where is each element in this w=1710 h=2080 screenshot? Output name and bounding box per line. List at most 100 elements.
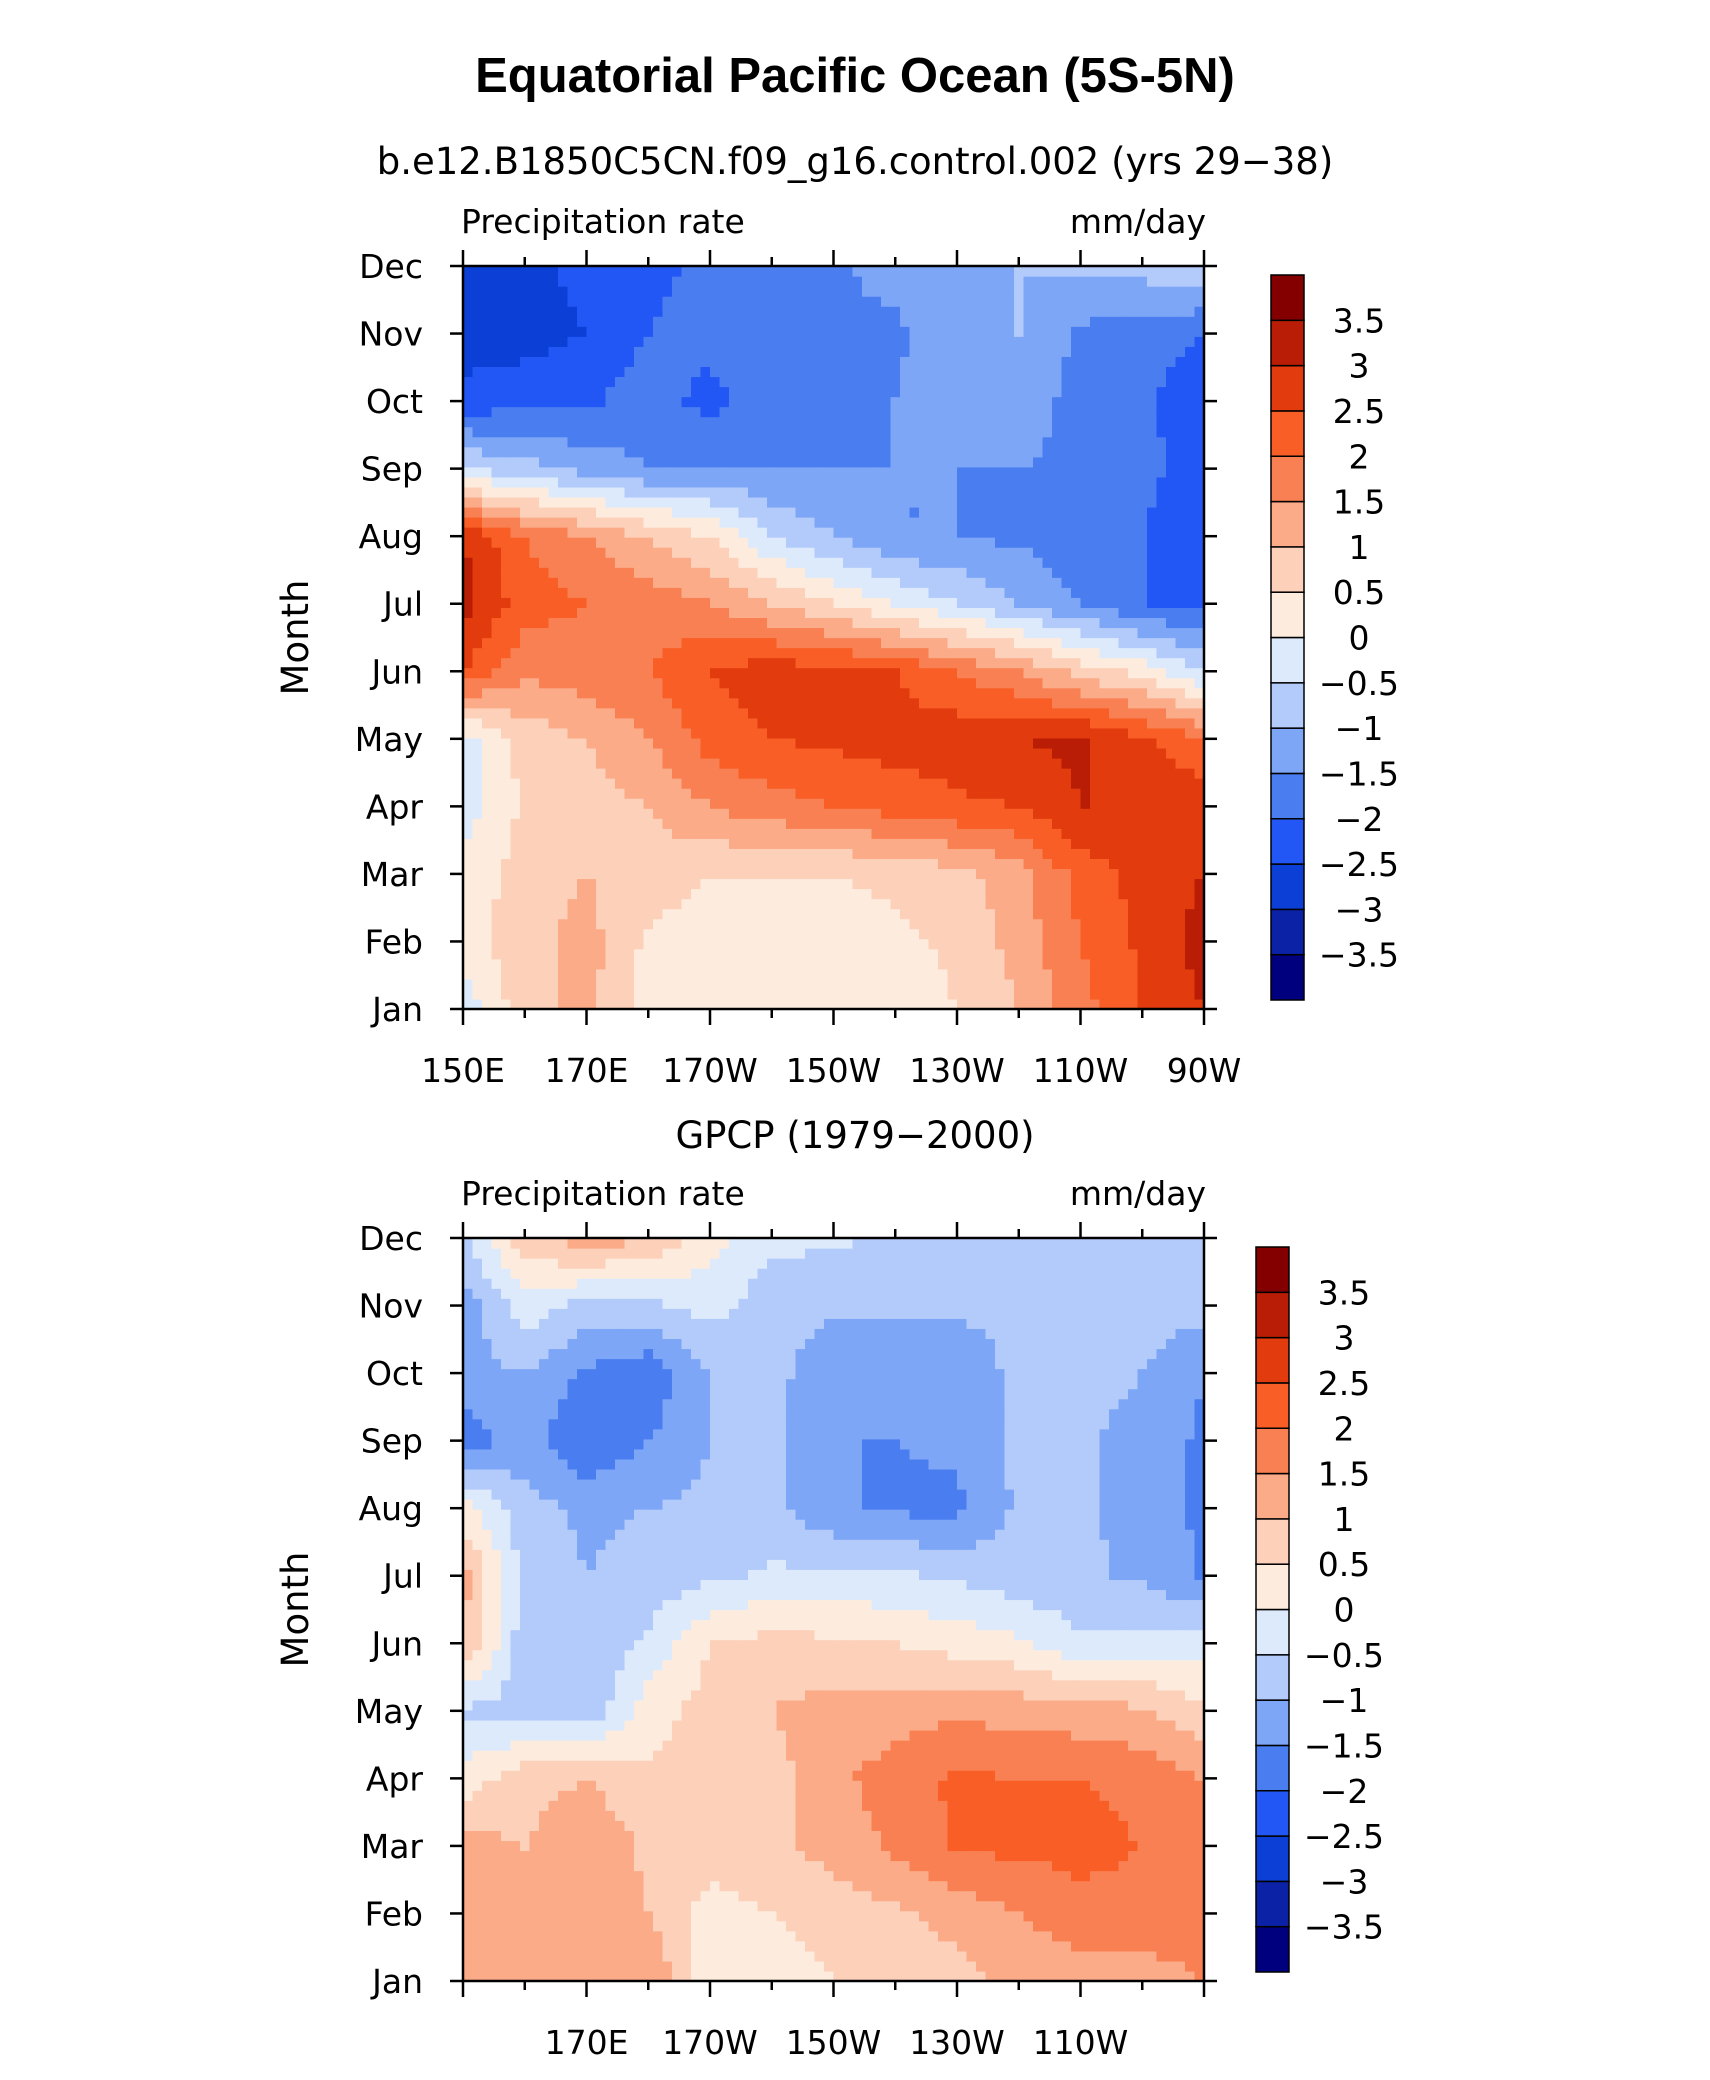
heatmap-cell bbox=[767, 938, 778, 950]
heatmap-cell bbox=[1052, 406, 1063, 418]
heatmap-cell bbox=[1080, 928, 1091, 940]
heatmap-cell bbox=[947, 768, 958, 779]
heatmap-cell bbox=[653, 757, 664, 769]
heatmap-cell bbox=[890, 547, 901, 558]
heatmap-cell bbox=[966, 527, 977, 538]
heatmap-cell bbox=[957, 898, 968, 910]
heatmap-cell bbox=[463, 727, 474, 739]
heatmap-cell bbox=[881, 697, 892, 709]
heatmap-cell bbox=[1137, 446, 1148, 458]
heatmap-cell bbox=[995, 517, 1006, 528]
heatmap-cell bbox=[852, 908, 863, 920]
heatmap-cell bbox=[1071, 898, 1082, 910]
heatmap-cell bbox=[1023, 747, 1034, 759]
heatmap-cell bbox=[852, 838, 863, 849]
heatmap-cell bbox=[1023, 506, 1034, 518]
heatmap-cell bbox=[767, 647, 778, 659]
heatmap-cell bbox=[463, 557, 474, 568]
heatmap-cell bbox=[672, 396, 683, 408]
heatmap-cell bbox=[748, 958, 759, 970]
heatmap-cell bbox=[520, 486, 531, 498]
heatmap-cell bbox=[985, 486, 996, 498]
heatmap-cell bbox=[786, 657, 797, 669]
heatmap-cell bbox=[995, 466, 1006, 478]
heatmap-cell bbox=[1194, 657, 1205, 669]
heatmap-cell bbox=[900, 366, 911, 378]
heatmap-cell bbox=[1014, 607, 1025, 619]
heatmap-cell bbox=[1137, 747, 1148, 759]
heatmap-cell bbox=[843, 818, 854, 829]
heatmap-cell bbox=[567, 928, 578, 940]
heatmap-cell bbox=[605, 908, 616, 920]
heatmap-cell bbox=[1080, 798, 1091, 809]
heatmap-cell bbox=[833, 848, 844, 859]
heatmap-cell bbox=[577, 938, 588, 950]
heatmap-cell bbox=[776, 376, 787, 388]
heatmap-cell bbox=[710, 888, 721, 900]
heatmap-cell bbox=[919, 958, 930, 970]
heatmap-cell bbox=[1118, 878, 1129, 890]
heatmap-cell bbox=[738, 778, 749, 789]
heatmap-cell bbox=[558, 988, 569, 1000]
heatmap-cell bbox=[615, 878, 626, 890]
heatmap-cell bbox=[643, 547, 654, 558]
heatmap-cell bbox=[605, 486, 616, 498]
heatmap-cell bbox=[985, 547, 996, 558]
heatmap-cell bbox=[919, 366, 930, 378]
heatmap-cell bbox=[1014, 677, 1025, 689]
heatmap-cell bbox=[653, 647, 664, 659]
heatmap-cell bbox=[824, 978, 835, 990]
heatmap-cell bbox=[672, 657, 683, 669]
heatmap-cell bbox=[586, 737, 597, 749]
heatmap-cell bbox=[529, 747, 540, 759]
heatmap-cell bbox=[1185, 888, 1196, 900]
heatmap-cell bbox=[805, 898, 816, 910]
heatmap-cell bbox=[605, 677, 616, 689]
heatmap-cell bbox=[1090, 607, 1101, 619]
heatmap-cell bbox=[577, 647, 588, 659]
heatmap-cell bbox=[1118, 968, 1129, 980]
heatmap-cell bbox=[672, 948, 683, 960]
heatmap-cell bbox=[928, 788, 939, 799]
heatmap-cell bbox=[928, 577, 939, 588]
heatmap-cell bbox=[1061, 657, 1072, 669]
heatmap-cell bbox=[710, 998, 721, 1010]
heatmap-cell bbox=[700, 948, 711, 960]
heatmap-cell bbox=[995, 707, 1006, 719]
heatmap-cell bbox=[1052, 818, 1063, 829]
heatmap-cell bbox=[833, 647, 844, 659]
heatmap-cell bbox=[1137, 687, 1148, 699]
heatmap-cell bbox=[1004, 958, 1015, 970]
heatmap-cell bbox=[463, 577, 474, 588]
heatmap-cell bbox=[786, 446, 797, 458]
heatmap-cell bbox=[1080, 376, 1091, 388]
heatmap-cell bbox=[909, 466, 920, 478]
heatmap-cell bbox=[529, 456, 540, 468]
heatmap-cell bbox=[710, 597, 721, 608]
heatmap-cell bbox=[786, 406, 797, 418]
heatmap-cell bbox=[1042, 687, 1053, 699]
heatmap-cell bbox=[1052, 376, 1063, 388]
heatmap-cell bbox=[596, 436, 607, 448]
heatmap-cell bbox=[843, 888, 854, 900]
heatmap-cell bbox=[482, 828, 493, 839]
heatmap-cell bbox=[814, 858, 825, 870]
heatmap-cell bbox=[510, 757, 521, 769]
heatmap-cell bbox=[567, 737, 578, 749]
heatmap-cell bbox=[1128, 406, 1139, 418]
heatmap-cell bbox=[510, 918, 521, 930]
heatmap-cell bbox=[577, 476, 588, 488]
heatmap-cell bbox=[862, 707, 873, 719]
heatmap-cell bbox=[529, 396, 540, 408]
heatmap-cell bbox=[1194, 968, 1205, 980]
heatmap-cell bbox=[738, 416, 749, 428]
heatmap-cell bbox=[786, 948, 797, 960]
heatmap-cell bbox=[653, 517, 664, 528]
heatmap-cell bbox=[596, 607, 607, 619]
heatmap-cell bbox=[520, 778, 531, 789]
heatmap-cell bbox=[463, 908, 474, 920]
heatmap-cell bbox=[586, 928, 597, 940]
heatmap-cell bbox=[919, 416, 930, 428]
heatmap-cell bbox=[681, 446, 692, 458]
heatmap-cell bbox=[510, 968, 521, 980]
